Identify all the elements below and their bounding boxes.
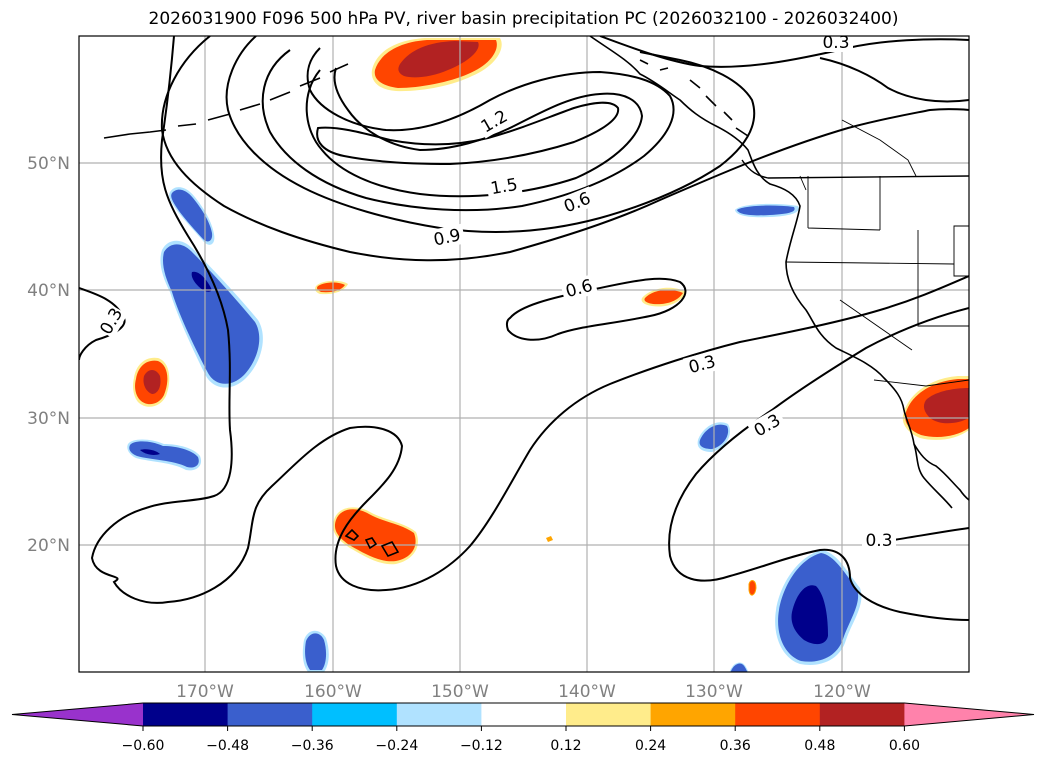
colorbar-segment xyxy=(819,703,905,726)
precip-positive-north-pacific xyxy=(371,38,502,92)
colorbar-segment xyxy=(566,703,652,726)
lon-label-170w: 170°W xyxy=(176,682,234,702)
colorbar-segment xyxy=(735,703,821,726)
precip-negative-bottom-edge xyxy=(729,662,749,672)
precip-negative-west-south xyxy=(127,439,202,471)
precip-positive-west-small xyxy=(133,357,170,407)
precip-positive-40n-east xyxy=(641,287,686,307)
lon-label-140w: 140°W xyxy=(558,682,616,702)
colorbar-extend-low xyxy=(12,703,143,726)
colorbar-tick-label: 0.36 xyxy=(720,738,751,754)
map-panel: 0.3 1.2 1.5 0.6 0.9 0.6 0.3 0.3 0.3 0.3 xyxy=(79,33,969,672)
colorbar-segment xyxy=(312,703,398,726)
precip-negative-west-north xyxy=(169,187,215,245)
colorbar-tick-label: −0.60 xyxy=(122,738,165,754)
colorbar-tick-label: 0.60 xyxy=(889,738,920,754)
colorbar-tick-label: 0.24 xyxy=(635,738,666,754)
pv-contours xyxy=(79,36,969,621)
lat-label-50n: 50°N xyxy=(27,154,70,174)
lon-label-150w: 150°W xyxy=(431,682,489,702)
precip-negative-west-large xyxy=(160,240,263,388)
lat-label-20n: 20°N xyxy=(27,536,70,556)
precipitation-fills xyxy=(127,38,969,672)
colorbar-segment xyxy=(227,703,313,726)
gridlines xyxy=(79,36,969,672)
colorbar-segment xyxy=(143,703,229,726)
contour-label-0-3-top: 0.3 xyxy=(822,33,849,53)
colorbar-tick-label: −0.24 xyxy=(375,738,418,754)
lat-label-30n: 30°N xyxy=(27,409,70,429)
colorbar-tick-label: −0.12 xyxy=(460,738,503,754)
colorbar-tick-label: −0.36 xyxy=(291,738,334,754)
precip-positive-dot xyxy=(546,536,553,542)
colorbar: −0.60 −0.48 −0.36 −0.24 −0.12 0.12 0.24 0.36 0.4… xyxy=(11,702,1035,754)
contour-label-1-5: 1.5 xyxy=(489,175,519,199)
latitude-labels: 50°N 40°N 30°N 20°N xyxy=(27,154,70,556)
colorbar-segment xyxy=(481,703,567,726)
colorbar-tick-label: 0.12 xyxy=(550,738,581,754)
precip-negative-south-small xyxy=(302,630,329,672)
lon-label-130w: 130°W xyxy=(685,682,743,702)
colorbar-tick-label: 0.48 xyxy=(804,738,835,754)
political-borders xyxy=(785,119,969,387)
map-frame xyxy=(78,35,970,673)
colorbar-segment xyxy=(650,703,736,726)
lon-label-120w: 120°W xyxy=(813,682,871,702)
lat-label-40n: 40°N xyxy=(27,281,70,301)
precip-negative-coast-north xyxy=(735,203,799,218)
precip-positive-17n xyxy=(748,580,757,596)
precip-negative-southeast-large xyxy=(775,550,862,665)
colorbar-extend-high xyxy=(904,703,1034,726)
longitude-labels: 170°W 160°W 150°W 140°W 130°W 120°W xyxy=(176,682,871,702)
colorbar-segment xyxy=(396,703,482,726)
map-title: 2026031900 F096 500 hPa PV, river basin … xyxy=(148,9,899,29)
colorbar-tick-label: −0.48 xyxy=(206,738,249,754)
contour-label-0-3-south: 0.3 xyxy=(865,531,892,551)
precip-positive-baja xyxy=(902,376,969,440)
lon-label-160w: 160°W xyxy=(304,682,362,702)
coastlines xyxy=(103,36,969,557)
